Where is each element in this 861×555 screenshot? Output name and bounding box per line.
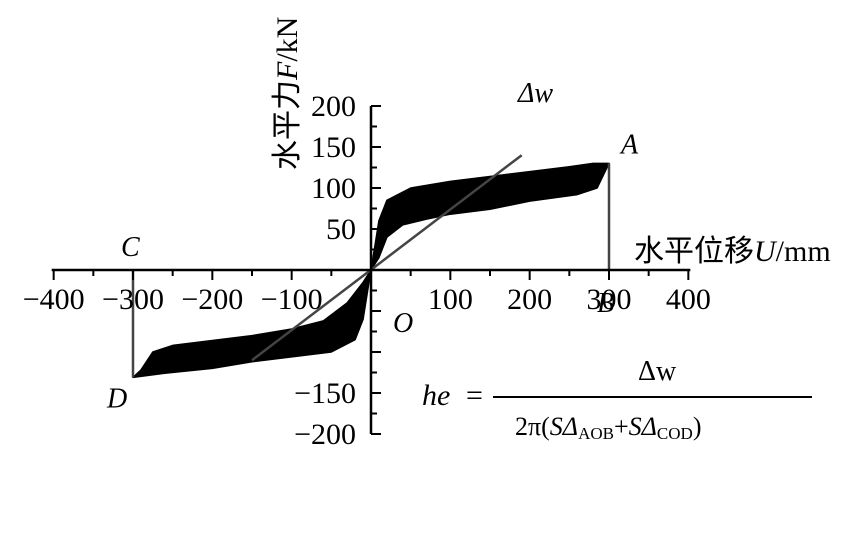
hysteresis-loop — [132, 162, 610, 379]
y-tick-label: 200 — [311, 90, 356, 123]
energy-line — [251, 154, 523, 362]
point-label-o: O — [393, 308, 413, 339]
y-tick-label: −200 — [294, 418, 356, 451]
x-tick-label: −300 — [102, 283, 164, 316]
x-tick-label: 200 — [507, 283, 552, 316]
x-ticks: −400 −300 −200 −100 100 200 300 400 — [23, 270, 711, 316]
x-axis-title: 水平位移U/mm — [634, 235, 831, 268]
x-tick-label: −200 — [181, 283, 243, 316]
y-tick-label: −150 — [294, 377, 356, 410]
point-label-d: D — [106, 383, 127, 414]
y-ticks: 200 150 100 50 −150 −200 — [294, 90, 381, 451]
x-tick-label: 100 — [428, 283, 473, 316]
x-tick-label: 400 — [666, 283, 711, 316]
x-tick-label: −400 — [23, 283, 85, 316]
formula-equals: = — [466, 379, 483, 412]
y-tick-label: 50 — [326, 213, 356, 246]
x-tick-label: −100 — [261, 283, 323, 316]
y-tick-label: 100 — [311, 172, 356, 205]
x-tick-label: 300 — [587, 283, 632, 316]
point-label-b: B — [597, 288, 614, 319]
point-label-a: A — [619, 129, 639, 160]
formula-lhs: he — [422, 379, 450, 412]
point-label-c: C — [121, 232, 140, 263]
guide-lines-layer — [131, 154, 611, 378]
formula: he = Δw 2π(SΔAOB+SΔCOD) — [422, 356, 812, 443]
formula-numerator: Δw — [638, 356, 677, 387]
delta-w-annotation: Δw — [517, 78, 553, 109]
y-tick-label: 150 — [311, 131, 356, 164]
formula-denominator: 2π(SΔAOB+SΔCOD) — [515, 412, 701, 443]
y-axis-title: 水平力F/kN — [271, 17, 304, 170]
point-labels: A B C D O — [106, 129, 639, 414]
hysteresis-loop-layer — [132, 162, 610, 379]
